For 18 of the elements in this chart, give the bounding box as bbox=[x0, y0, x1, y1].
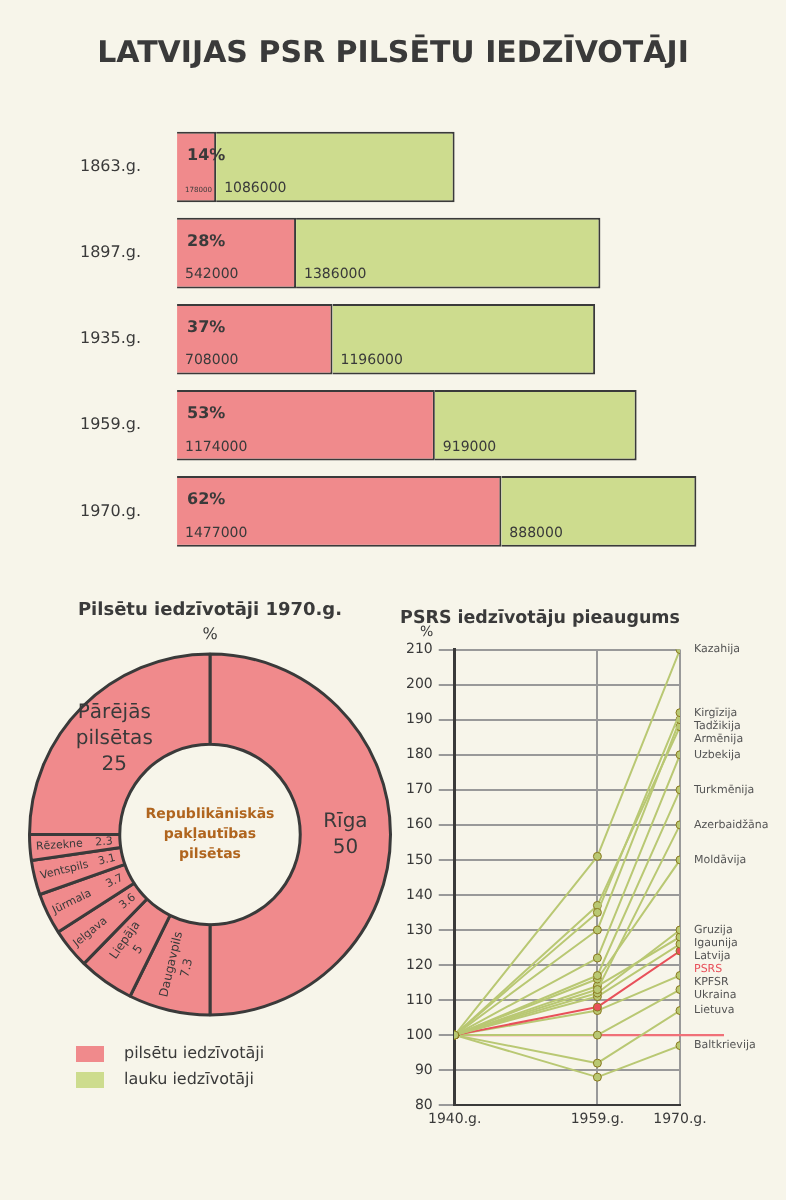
data-label: 25 bbox=[101, 753, 128, 776]
chart-subtitle: % bbox=[202, 625, 219, 644]
chart-title: LATVIJAS PSR PILSĒTU IEDZĪVOTĀJI bbox=[97, 33, 689, 70]
chart-title: Pilsētu iedzīvotāji 1970.g. bbox=[77, 601, 343, 622]
slice-label: Rīga bbox=[323, 810, 368, 833]
y-tick-label: 1897.g. bbox=[79, 243, 142, 262]
y-tick-label: 1863.g. bbox=[79, 157, 142, 176]
legend-label: pilsētu iedzīvotāji bbox=[124, 1044, 265, 1062]
y-tick-label: 1970.g. bbox=[79, 501, 142, 520]
y-tick-label: 1935.g. bbox=[79, 329, 142, 348]
annotation: 37% bbox=[187, 317, 226, 336]
annotation: 28% bbox=[187, 231, 226, 250]
legend-label: lauku iedzīvotāji bbox=[124, 1070, 254, 1088]
slice-label: Pārējās pilsētas bbox=[75, 701, 153, 750]
data-label: 50 bbox=[332, 836, 359, 859]
annotation: 53% bbox=[187, 403, 226, 422]
y-tick-label: 1959.g. bbox=[79, 415, 142, 434]
annotation: 62% bbox=[187, 490, 226, 509]
